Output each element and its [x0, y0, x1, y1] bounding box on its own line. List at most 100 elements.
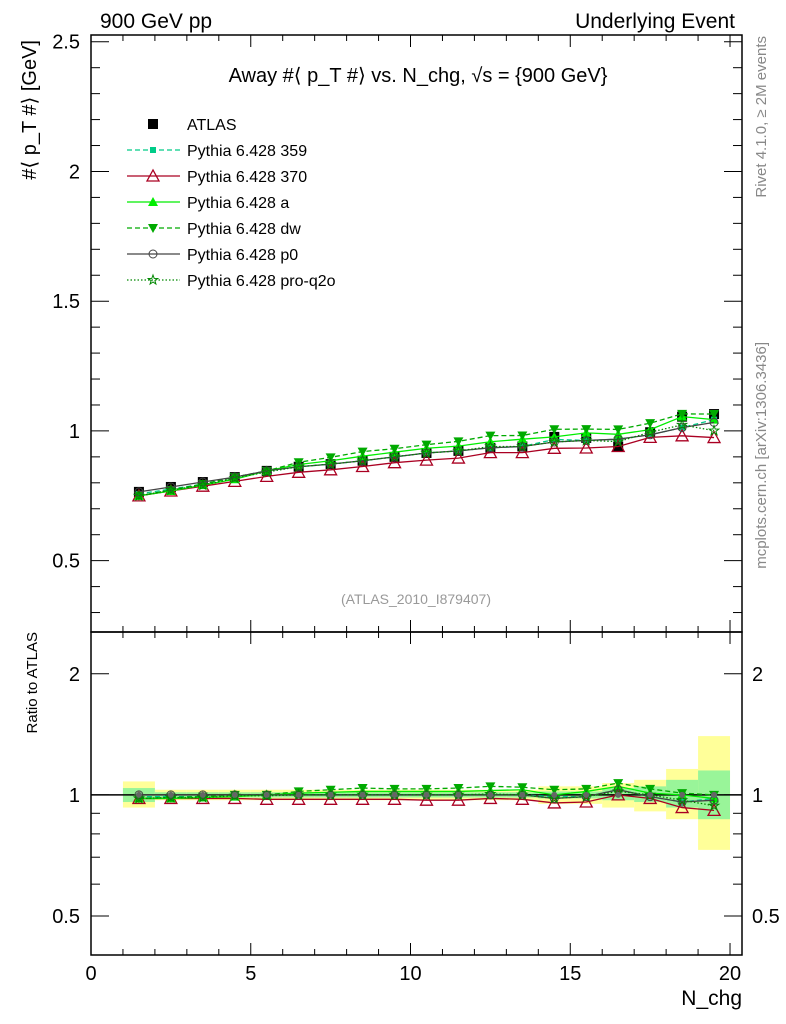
marker-star — [580, 433, 593, 446]
marker-circle-open — [198, 790, 208, 800]
marker-triangle-down — [148, 224, 158, 233]
marker-triangle-down — [485, 782, 496, 792]
atlas-ratio-point — [711, 791, 718, 798]
ratio-tick-label: 1 — [69, 785, 80, 807]
series-2 — [133, 411, 720, 803]
marker-triangle-open — [515, 445, 530, 459]
marker-star — [196, 478, 210, 491]
atlas-ratio-point — [199, 791, 206, 798]
ratio-axis-label: Ratio to ATLAS — [24, 632, 41, 733]
marker-star — [484, 440, 497, 452]
marker-square — [148, 119, 158, 129]
ratio-frame — [90, 631, 743, 956]
legend-label: Pythia 6.428 a — [187, 195, 289, 212]
marker-star — [146, 273, 160, 286]
marker-star — [228, 471, 241, 484]
marker-circle-open — [166, 482, 176, 492]
marker-triangle-open — [323, 462, 338, 476]
x-tick-label: 10 — [399, 963, 421, 985]
marker-star — [388, 450, 401, 463]
marker-star — [132, 489, 146, 502]
marker-star — [420, 446, 433, 459]
ratio-tick-label-right: 2 — [752, 664, 763, 686]
marker-triangle-down — [613, 425, 624, 435]
marker-star — [324, 457, 337, 470]
ratio-tick-label-right: 1 — [752, 785, 763, 807]
atlas-ratio-point — [519, 791, 526, 798]
marker-triangle-open — [419, 792, 434, 806]
y-tick-label: 1.5 — [52, 291, 80, 313]
atlas-ratio-point — [327, 791, 334, 798]
marker-triangle-open — [355, 459, 370, 473]
marker-star — [452, 444, 465, 457]
y-tick-label: 0.5 — [52, 551, 80, 573]
marker-triangle-down — [517, 431, 528, 441]
marker-triangle-down — [677, 409, 688, 419]
atlas-ratio-point — [583, 791, 590, 798]
marker-triangle-down — [421, 440, 432, 450]
x-tick-label: 0 — [85, 963, 96, 985]
marker-circle-open — [198, 477, 208, 487]
ratio-tick-label: 2 — [69, 664, 80, 686]
atlas-ratio-point — [487, 791, 494, 798]
legend-label: Pythia 6.428 dw — [187, 221, 301, 238]
marker-triangle-down — [581, 425, 592, 435]
marker-star — [643, 425, 657, 438]
marker-triangle-down — [453, 437, 464, 447]
marker-triangle-open — [387, 455, 402, 469]
chart-title: Away #⟨ p_T #⟩ vs. N_chg, √s = {900 GeV} — [229, 65, 608, 87]
marker-circle-open — [134, 487, 144, 497]
x-tick-label: 15 — [559, 963, 581, 985]
marker-triangle-down — [389, 444, 400, 454]
marker-triangle-open — [547, 440, 562, 454]
series-0 — [135, 416, 718, 806]
marker-triangle-open — [706, 430, 722, 444]
atlas-ratio-point — [359, 791, 366, 798]
marker-star — [611, 435, 625, 447]
marker-triangle-down — [709, 410, 720, 420]
series-1 — [131, 428, 722, 817]
marker-triangle-open — [145, 168, 161, 182]
marker-star — [164, 790, 178, 803]
marker-triangle-open — [579, 794, 594, 808]
marker-triangle-open — [483, 445, 498, 459]
atlas-ratio-point — [551, 791, 558, 798]
marker-triangle-open — [291, 464, 306, 478]
marker-triangle-up — [709, 414, 720, 424]
atlas-ratio-point — [647, 791, 654, 798]
y-axis-label: #⟨ p_T #⟩ [GeV] — [19, 40, 41, 180]
marker-triangle-open — [674, 428, 690, 442]
marker-star — [132, 791, 146, 804]
analysis-id: (ATLAS_2010_I879407) — [341, 591, 491, 607]
marker-circle-open — [166, 790, 176, 800]
y-tick-label: 1 — [69, 421, 80, 443]
marker-star — [548, 435, 561, 448]
marker-star — [707, 799, 721, 811]
marker-triangle-down — [549, 785, 560, 795]
marker-star — [707, 424, 721, 436]
legend-label-atlas: ATLAS — [187, 117, 237, 134]
rivet-label: Rivet 4.1.0, ≥ 2M events — [753, 36, 770, 198]
atlas-ratio-point — [135, 791, 142, 798]
y-tick-label: 2.5 — [52, 32, 80, 54]
atlas-ratio-point — [679, 791, 686, 798]
marker-star — [356, 454, 369, 467]
marker-star — [580, 790, 593, 802]
marker-triangle-open — [451, 450, 466, 464]
marker-circle-open — [134, 790, 144, 800]
x-tick-label: 5 — [245, 963, 256, 985]
marker-triangle-up — [148, 197, 158, 206]
atlas-ratio-point — [231, 791, 238, 798]
x-tick-label: 20 — [719, 963, 741, 985]
marker-triangle-down — [549, 425, 560, 435]
atlas-ratio-point — [615, 791, 622, 798]
series-4 — [134, 417, 719, 807]
marker-circle-open — [645, 430, 655, 440]
y-tick-label: 2 — [69, 161, 80, 183]
marker-star — [675, 793, 689, 806]
series-line — [138, 424, 715, 497]
marker-triangle-down — [581, 784, 592, 794]
atlas-ratio-point — [167, 791, 174, 798]
